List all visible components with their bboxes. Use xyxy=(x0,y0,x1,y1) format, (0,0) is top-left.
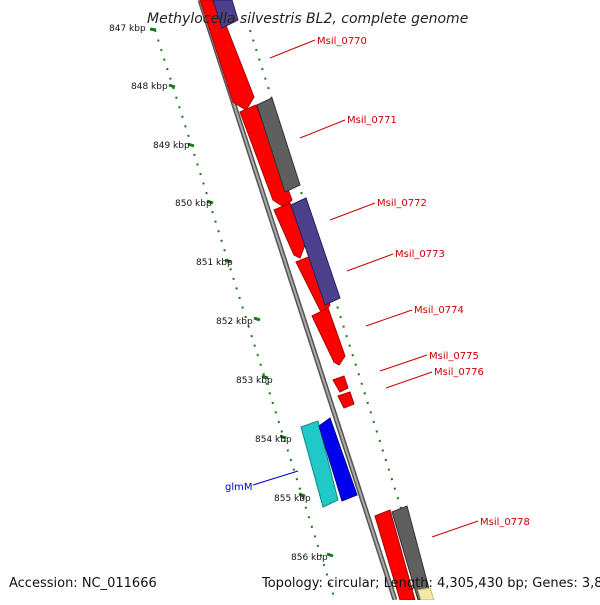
kbp-tick xyxy=(261,374,269,380)
leader-line xyxy=(252,470,299,486)
gene-label[interactable]: Msil_0778 xyxy=(480,517,530,528)
kbp-labels: 847 kbp 848 kbp 849 kbp 850 kbp 851 kbp … xyxy=(109,24,328,563)
genes-reverse-strand xyxy=(199,0,416,601)
kbp-tick xyxy=(168,83,176,89)
gene-arrow-msil-0776[interactable] xyxy=(337,391,355,409)
kbp-tick xyxy=(149,27,157,32)
leader-line xyxy=(329,202,376,221)
kbp-tick xyxy=(206,199,214,205)
kbp-tick xyxy=(298,492,306,498)
kbp-tick xyxy=(279,434,287,440)
leader-line xyxy=(299,119,346,139)
gene-arrow-msil-0772[interactable] xyxy=(273,202,306,259)
kbp-label: 852 kbp xyxy=(216,317,253,327)
topology-text: Topology: circular; Length: 4,305,430 bp… xyxy=(261,576,600,591)
leader-line xyxy=(365,309,413,327)
kbp-label: 849 kbp xyxy=(153,141,190,151)
kbp-tick xyxy=(326,552,334,558)
gene-labels: Msil_0770 Msil_0771 Msil_0772 Msil_0773 … xyxy=(225,36,530,528)
kbp-label: 851 kbp xyxy=(196,258,233,268)
gene-label[interactable]: Msil_0771 xyxy=(347,115,397,126)
gene-label[interactable]: Msil_0770 xyxy=(317,36,367,47)
kbp-label: 854 kbp xyxy=(255,435,292,445)
map-title: Methylocella silvestris BL2, complete ge… xyxy=(147,11,468,27)
kbp-label: 848 kbp xyxy=(131,82,168,92)
gene-arrow-msil-0774[interactable] xyxy=(311,307,346,366)
accession-text: Accession: NC_011666 xyxy=(9,576,157,591)
kbp-major-ticks xyxy=(149,27,334,558)
kbp-tick xyxy=(224,258,232,264)
gene-arrow-msil-0775[interactable] xyxy=(332,375,349,393)
gene-label[interactable]: Msil_0773 xyxy=(395,249,445,260)
gene-label[interactable]: Msil_0772 xyxy=(377,198,427,209)
gene-label[interactable]: glmM xyxy=(225,482,253,493)
gene-label[interactable]: Msil_0775 xyxy=(429,351,479,362)
kbp-label: 855 kbp xyxy=(274,494,311,504)
gene-arrow-blue-glmm[interactable] xyxy=(318,417,358,502)
kbp-tick xyxy=(187,142,195,148)
gene-block-gray-0771[interactable] xyxy=(256,97,301,193)
leader-line xyxy=(379,354,428,372)
genes-forward-strand xyxy=(212,0,435,601)
gene-label[interactable]: Msil_0776 xyxy=(434,367,484,378)
label-leader-lines xyxy=(252,39,479,538)
leader-line xyxy=(385,371,433,389)
kbp-label: 847 kbp xyxy=(109,24,146,34)
leader-line xyxy=(269,39,316,59)
gene-block-cyan-glmm[interactable] xyxy=(300,420,339,508)
kbp-label: 856 kbp xyxy=(291,553,328,563)
leader-line xyxy=(346,253,394,272)
gene-arrow-msil-0770[interactable] xyxy=(199,0,255,111)
kbp-label: 853 kbp xyxy=(236,376,273,386)
kbp-tick xyxy=(253,316,261,322)
gene-block-purple-top[interactable] xyxy=(212,0,239,29)
kbp-label: 850 kbp xyxy=(175,199,212,209)
leader-line xyxy=(431,520,479,538)
gene-block-purple-0772[interactable] xyxy=(290,197,341,306)
gene-label[interactable]: Msil_0774 xyxy=(414,305,464,316)
